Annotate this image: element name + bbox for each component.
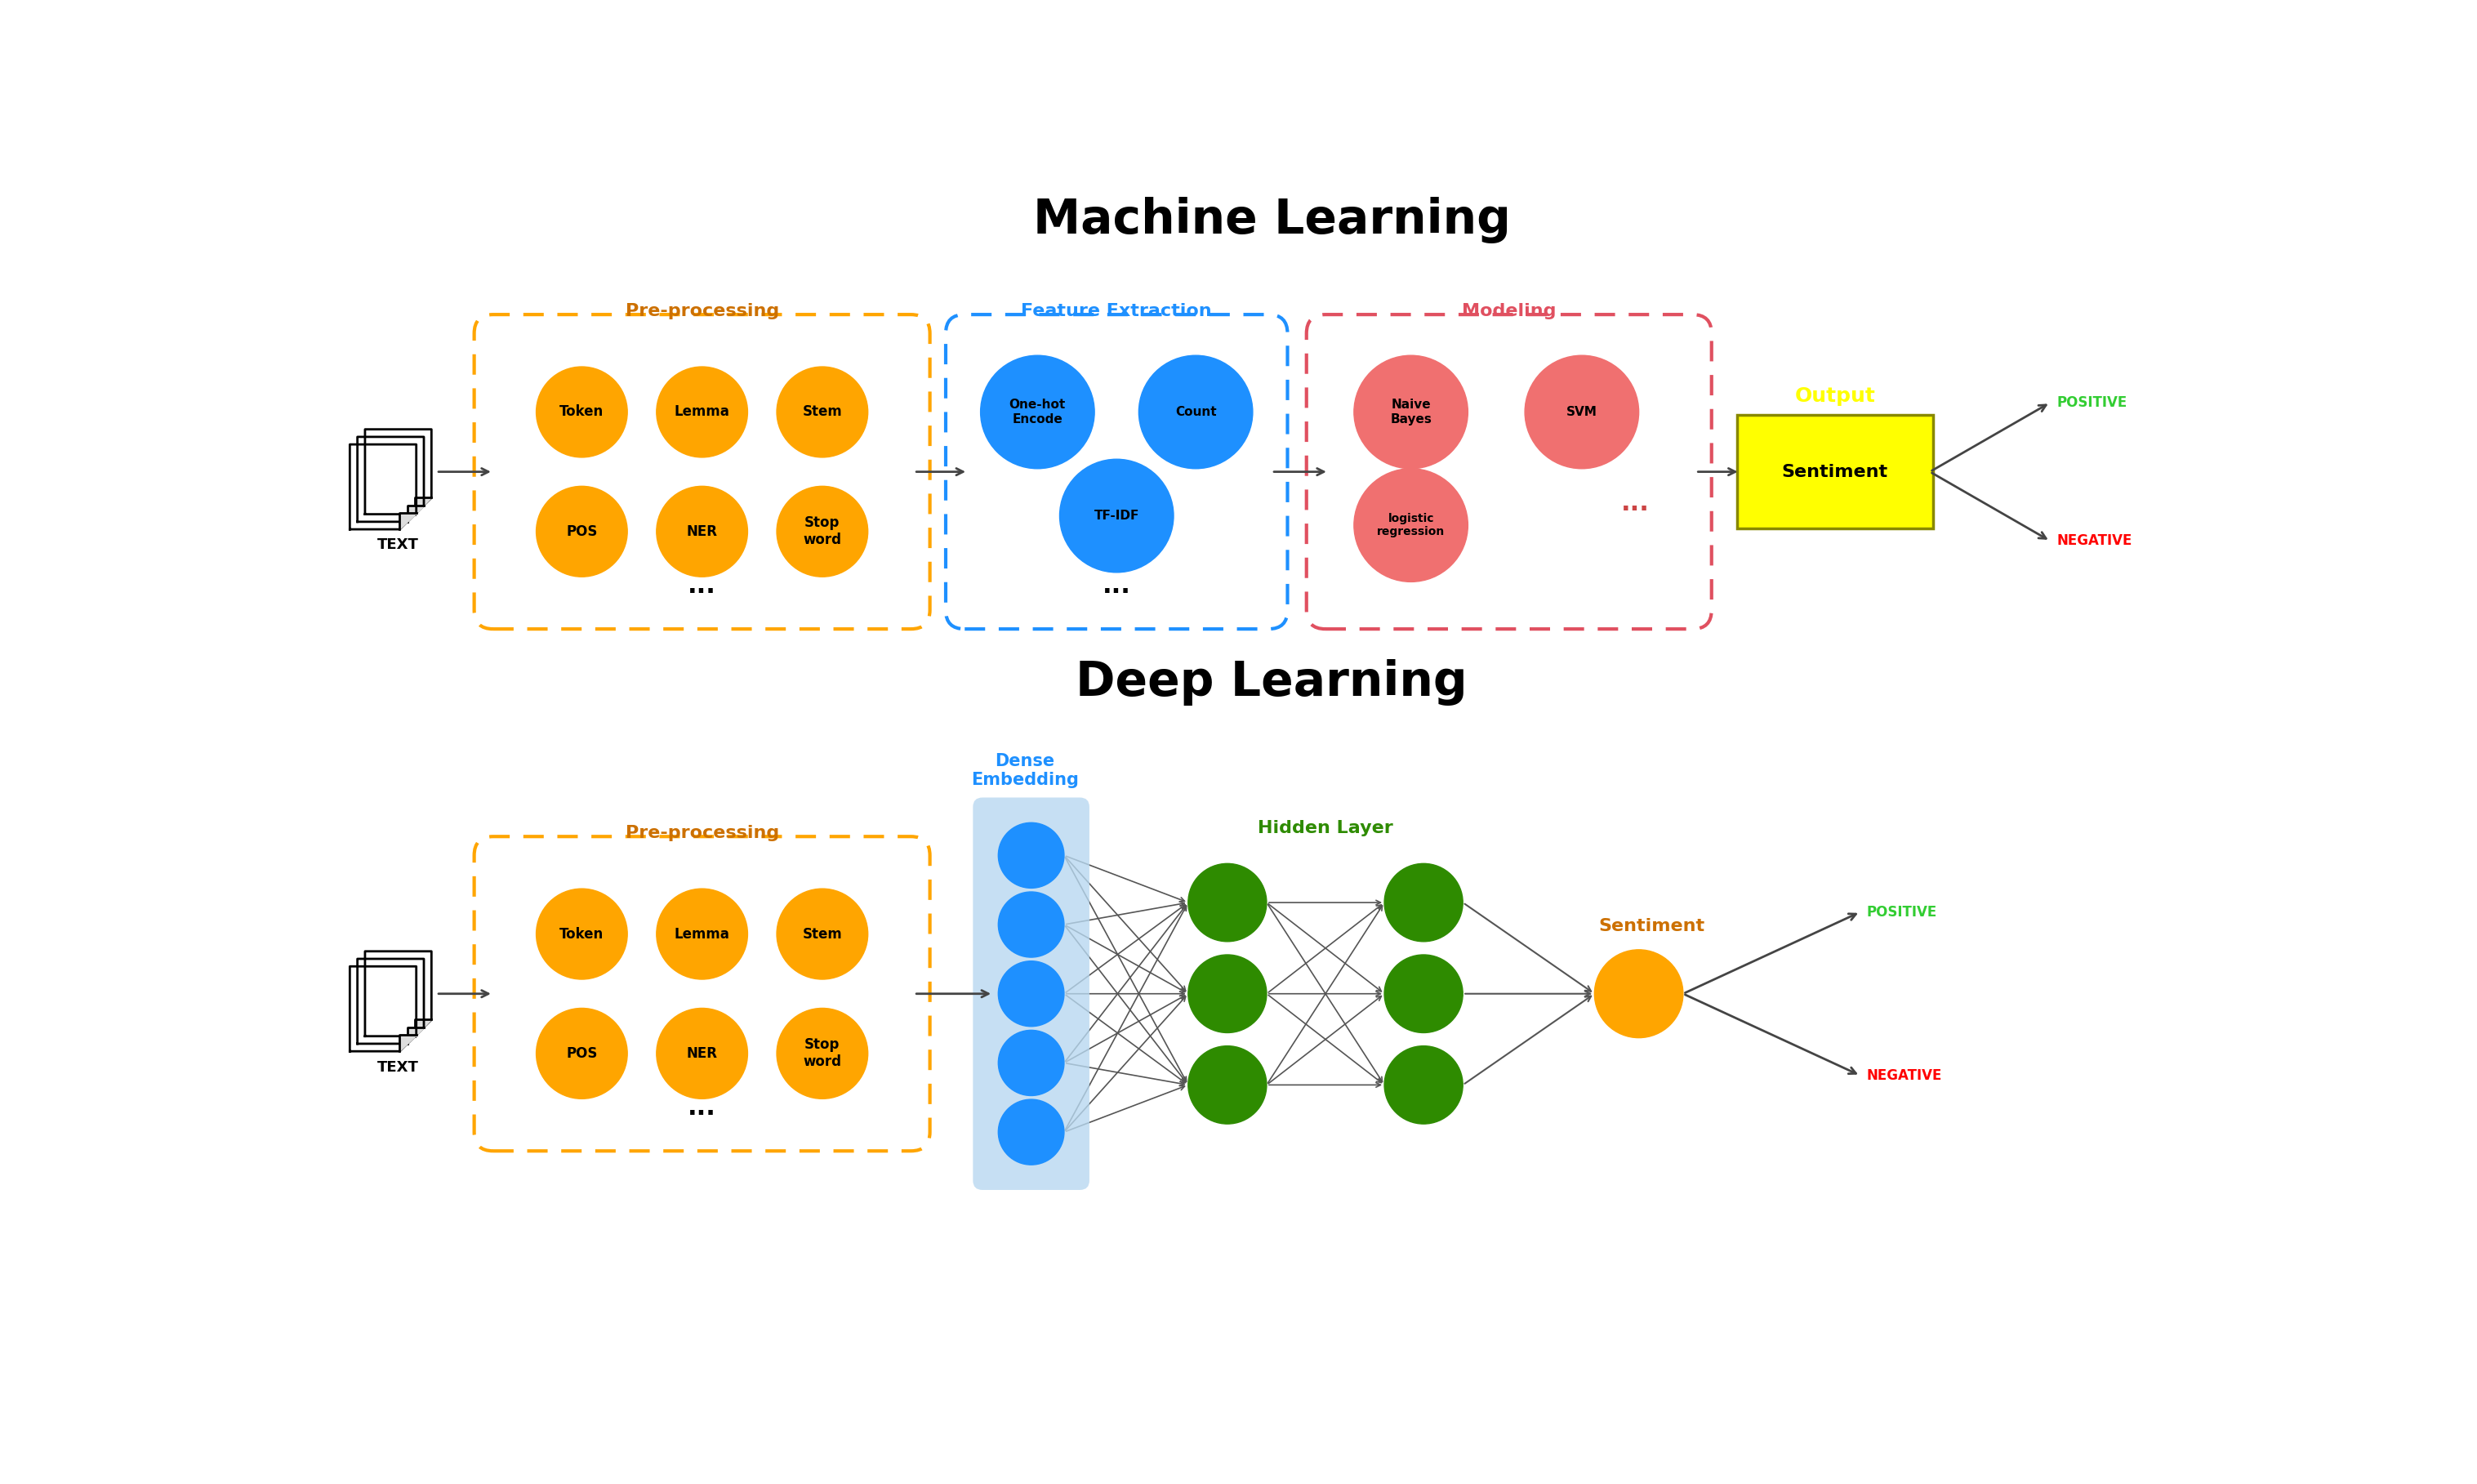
Text: One-hot
Encode: One-hot Encode [1008,399,1065,426]
Ellipse shape [656,367,748,457]
Ellipse shape [656,889,748,979]
Polygon shape [357,436,424,522]
Ellipse shape [1355,469,1469,582]
Text: Hidden Layer: Hidden Layer [1258,821,1392,837]
Text: Lemma: Lemma [674,405,731,420]
Ellipse shape [778,367,867,457]
Text: Stem: Stem [803,405,842,420]
Ellipse shape [981,356,1095,469]
Text: logistic
regression: logistic regression [1377,513,1444,537]
FancyBboxPatch shape [1736,416,1932,528]
Ellipse shape [998,962,1065,1027]
Ellipse shape [1189,864,1266,941]
Text: ...: ... [689,574,716,598]
Text: Token: Token [560,405,604,420]
Text: Stem: Stem [803,926,842,941]
Polygon shape [399,513,416,530]
Text: Pre-processing: Pre-processing [624,825,778,841]
Polygon shape [414,1020,431,1036]
Ellipse shape [998,1030,1065,1095]
Ellipse shape [535,367,627,457]
Polygon shape [364,951,431,1036]
Text: NEGATIVE: NEGATIVE [1868,1068,1942,1083]
Ellipse shape [535,487,627,577]
Polygon shape [364,429,431,515]
Polygon shape [349,444,416,530]
Polygon shape [349,966,416,1051]
Text: Naive
Bayes: Naive Bayes [1390,399,1432,426]
Ellipse shape [1139,356,1253,469]
Polygon shape [406,505,424,522]
Text: Sentiment: Sentiment [1598,917,1704,933]
Text: ...: ... [1622,491,1650,515]
Text: ...: ... [1102,574,1132,598]
Polygon shape [357,959,424,1043]
Ellipse shape [998,1100,1065,1165]
Text: TEXT: TEXT [377,537,419,552]
Polygon shape [406,1027,424,1043]
Text: Machine Learning: Machine Learning [1033,197,1511,243]
Text: Deep Learning: Deep Learning [1075,659,1466,706]
Text: POSITIVE: POSITIVE [1868,905,1937,919]
Text: TEXT: TEXT [377,1060,419,1074]
Ellipse shape [778,889,867,979]
Ellipse shape [535,1008,627,1098]
Ellipse shape [656,1008,748,1098]
Text: Stop
word: Stop word [803,1037,842,1070]
Ellipse shape [1060,459,1174,573]
Ellipse shape [535,889,627,979]
Ellipse shape [778,487,867,577]
Text: Token: Token [560,926,604,941]
Text: Count: Count [1174,407,1216,418]
Text: NER: NER [686,1046,718,1061]
FancyBboxPatch shape [973,797,1090,1190]
Text: NER: NER [686,524,718,539]
Text: POS: POS [567,524,597,539]
Text: POS: POS [567,1046,597,1061]
Ellipse shape [778,1008,867,1098]
Ellipse shape [1526,356,1640,469]
Ellipse shape [998,892,1065,957]
Ellipse shape [656,487,748,577]
Ellipse shape [998,822,1065,887]
Text: POSITIVE: POSITIVE [2056,395,2128,410]
Text: SVM: SVM [1565,407,1598,418]
Text: Lemma: Lemma [674,926,731,941]
Text: Modeling: Modeling [1461,303,1556,319]
Text: Feature Extraction: Feature Extraction [1021,303,1211,319]
Ellipse shape [1189,1046,1266,1123]
Text: Sentiment: Sentiment [1781,463,1887,479]
Text: NEGATIVE: NEGATIVE [2056,534,2133,548]
Text: Output: Output [1796,386,1875,405]
Text: Dense
Embedding: Dense Embedding [971,752,1077,788]
Ellipse shape [1595,950,1682,1037]
Ellipse shape [1189,954,1266,1033]
Text: Pre-processing: Pre-processing [624,303,778,319]
Ellipse shape [1385,1046,1464,1123]
Ellipse shape [1385,954,1464,1033]
Text: TF-IDF: TF-IDF [1095,509,1139,522]
Text: ...: ... [689,1097,716,1120]
Polygon shape [399,1034,416,1051]
Ellipse shape [1385,864,1464,941]
Text: Stop
word: Stop word [803,515,842,548]
Ellipse shape [1355,356,1469,469]
Polygon shape [414,497,431,515]
